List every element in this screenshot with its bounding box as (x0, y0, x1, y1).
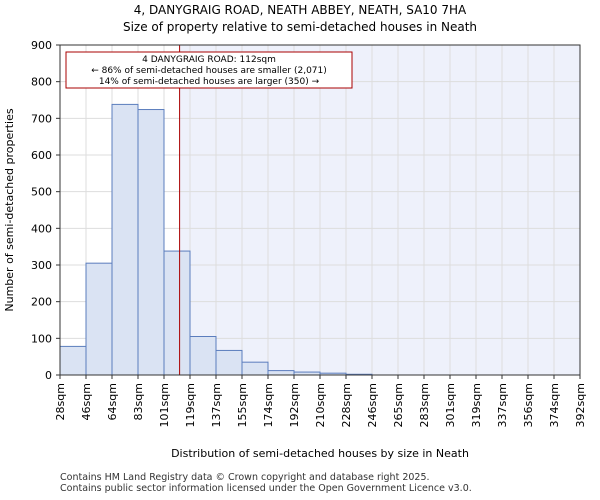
x-tick-label: 174sqm (262, 383, 275, 427)
x-tick-label: 119sqm (184, 383, 197, 427)
y-tick-label: 400 (31, 222, 52, 235)
bar-101sqm (163, 250, 191, 376)
bar-137sqm (215, 349, 243, 376)
chart-title-line1: 4, DANYGRAIG ROAD, NEATH ABBEY, NEATH, S… (134, 3, 467, 17)
x-tick-label: 64sqm (106, 383, 119, 420)
x-tick-label: 265sqm (392, 383, 405, 427)
x-tick-labels: 28sqm 46sqm 64sqm 83sqm 101sqm 119sqm 137sqm 15… (54, 375, 587, 427)
y-axis-label: Number of semi-detached properties (3, 108, 16, 311)
y-tick-label: 500 (31, 186, 52, 199)
x-tick-label: 46sqm (80, 383, 93, 420)
x-tick-label: 28sqm (54, 383, 67, 420)
x-tick-label: 392sqm (574, 383, 587, 427)
annotation-line2: ← 86% of semi-detached houses are smalle… (91, 66, 327, 76)
footer-line1: Contains HM Land Registry data © Crown c… (60, 472, 430, 483)
y-tick-label: 300 (31, 259, 52, 272)
x-tick-label: 83sqm (132, 383, 145, 420)
x-tick-label: 356sqm (522, 383, 535, 427)
annotation-box-frame (65, 51, 353, 89)
x-tick-label: 374sqm (548, 383, 561, 427)
x-tick-label: 210sqm (314, 383, 327, 427)
annotation-box: 4 DANYGRAIG ROAD: 112sqm ← 86% of semi-d… (65, 51, 353, 89)
y-tick-label: 0 (45, 369, 52, 382)
bar-46sqm (85, 262, 113, 376)
x-tick-label: 337sqm (496, 383, 509, 427)
plot-background (179, 45, 580, 375)
x-tick-label: 137sqm (210, 383, 223, 427)
x-axis-label: Distribution of semi-detached houses by … (171, 447, 469, 460)
y-tick-label: 800 (31, 76, 52, 89)
y-tick-label: 100 (31, 332, 52, 345)
x-tick-label: 155sqm (236, 383, 249, 427)
annotation-line1: 4 DANYGRAIG ROAD: 112sqm (142, 55, 276, 65)
x-tick-label: 192sqm (288, 383, 301, 427)
bar-174sqm (267, 370, 295, 376)
larger-region-shading (179, 45, 580, 375)
bars (59, 103, 373, 376)
y-tick-label: 600 (31, 149, 52, 162)
bar-64sqm (111, 103, 139, 376)
bar-83sqm (137, 109, 165, 376)
footer-line2: Contains public sector information licen… (60, 483, 472, 494)
y-tick-label: 200 (31, 296, 52, 309)
x-tick-label: 301sqm (444, 383, 457, 427)
bar-155sqm (241, 361, 269, 376)
footer: Contains HM Land Registry data © Crown c… (60, 472, 472, 494)
chart-title-line2: Size of property relative to semi-detach… (123, 20, 477, 34)
y-tick-labels: 0 100 200 300 400 500 600 700 800 900 (31, 39, 60, 382)
annotation-line3: 14% of semi-detached houses are larger (… (99, 77, 320, 87)
y-tick-label: 700 (31, 112, 52, 125)
x-tick-label: 319sqm (470, 383, 483, 427)
bar-28sqm (59, 345, 87, 376)
x-tick-label: 101sqm (158, 383, 171, 427)
x-tick-label: 246sqm (366, 383, 379, 427)
x-tick-label: 283sqm (418, 383, 431, 427)
bar-119sqm (189, 336, 217, 376)
y-tick-label: 900 (31, 39, 52, 52)
x-tick-label: 228sqm (340, 383, 353, 427)
